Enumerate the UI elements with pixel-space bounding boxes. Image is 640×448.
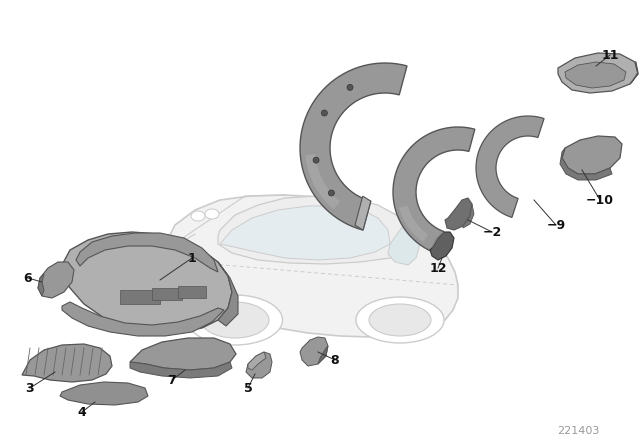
Polygon shape	[218, 262, 238, 326]
Polygon shape	[38, 262, 74, 298]
Text: −2: −2	[483, 225, 502, 238]
Polygon shape	[178, 286, 206, 298]
Polygon shape	[220, 206, 390, 260]
Polygon shape	[318, 346, 328, 364]
Polygon shape	[445, 198, 472, 230]
Ellipse shape	[328, 190, 334, 196]
Ellipse shape	[347, 84, 353, 90]
Polygon shape	[248, 352, 266, 370]
Ellipse shape	[369, 304, 431, 336]
Ellipse shape	[191, 211, 205, 221]
Polygon shape	[562, 136, 622, 174]
Text: −9: −9	[547, 219, 566, 232]
Text: 6: 6	[24, 271, 32, 284]
Polygon shape	[130, 362, 232, 378]
Polygon shape	[432, 232, 444, 248]
Text: 11: 11	[601, 48, 619, 61]
Polygon shape	[62, 302, 224, 336]
Polygon shape	[165, 195, 458, 337]
Text: 5: 5	[244, 382, 252, 395]
Polygon shape	[430, 232, 454, 260]
Polygon shape	[300, 337, 328, 366]
Polygon shape	[393, 127, 475, 253]
Ellipse shape	[321, 110, 328, 116]
Ellipse shape	[188, 295, 282, 345]
Polygon shape	[476, 116, 544, 217]
Text: 1: 1	[188, 251, 196, 264]
Polygon shape	[630, 62, 638, 84]
Polygon shape	[130, 338, 236, 370]
Polygon shape	[76, 233, 218, 272]
Text: 7: 7	[168, 374, 177, 387]
Ellipse shape	[201, 302, 269, 338]
Polygon shape	[565, 62, 626, 88]
Polygon shape	[246, 352, 272, 378]
Text: 4: 4	[77, 405, 86, 418]
Polygon shape	[22, 344, 112, 382]
Text: −10: −10	[586, 194, 614, 207]
Ellipse shape	[313, 157, 319, 163]
Polygon shape	[62, 232, 232, 332]
Text: 12: 12	[429, 262, 447, 275]
Polygon shape	[305, 154, 340, 209]
Text: 221403: 221403	[557, 426, 600, 436]
Ellipse shape	[205, 209, 219, 219]
Polygon shape	[463, 204, 474, 228]
Polygon shape	[558, 53, 638, 93]
Polygon shape	[152, 288, 182, 300]
Text: 8: 8	[331, 353, 339, 366]
Polygon shape	[120, 290, 160, 304]
Ellipse shape	[356, 297, 444, 343]
Polygon shape	[399, 206, 428, 242]
Text: 3: 3	[26, 382, 35, 395]
Polygon shape	[560, 148, 612, 180]
Polygon shape	[218, 196, 415, 264]
Polygon shape	[38, 274, 44, 296]
Polygon shape	[388, 218, 420, 265]
Polygon shape	[300, 63, 407, 230]
Polygon shape	[355, 196, 371, 230]
Polygon shape	[60, 382, 148, 405]
